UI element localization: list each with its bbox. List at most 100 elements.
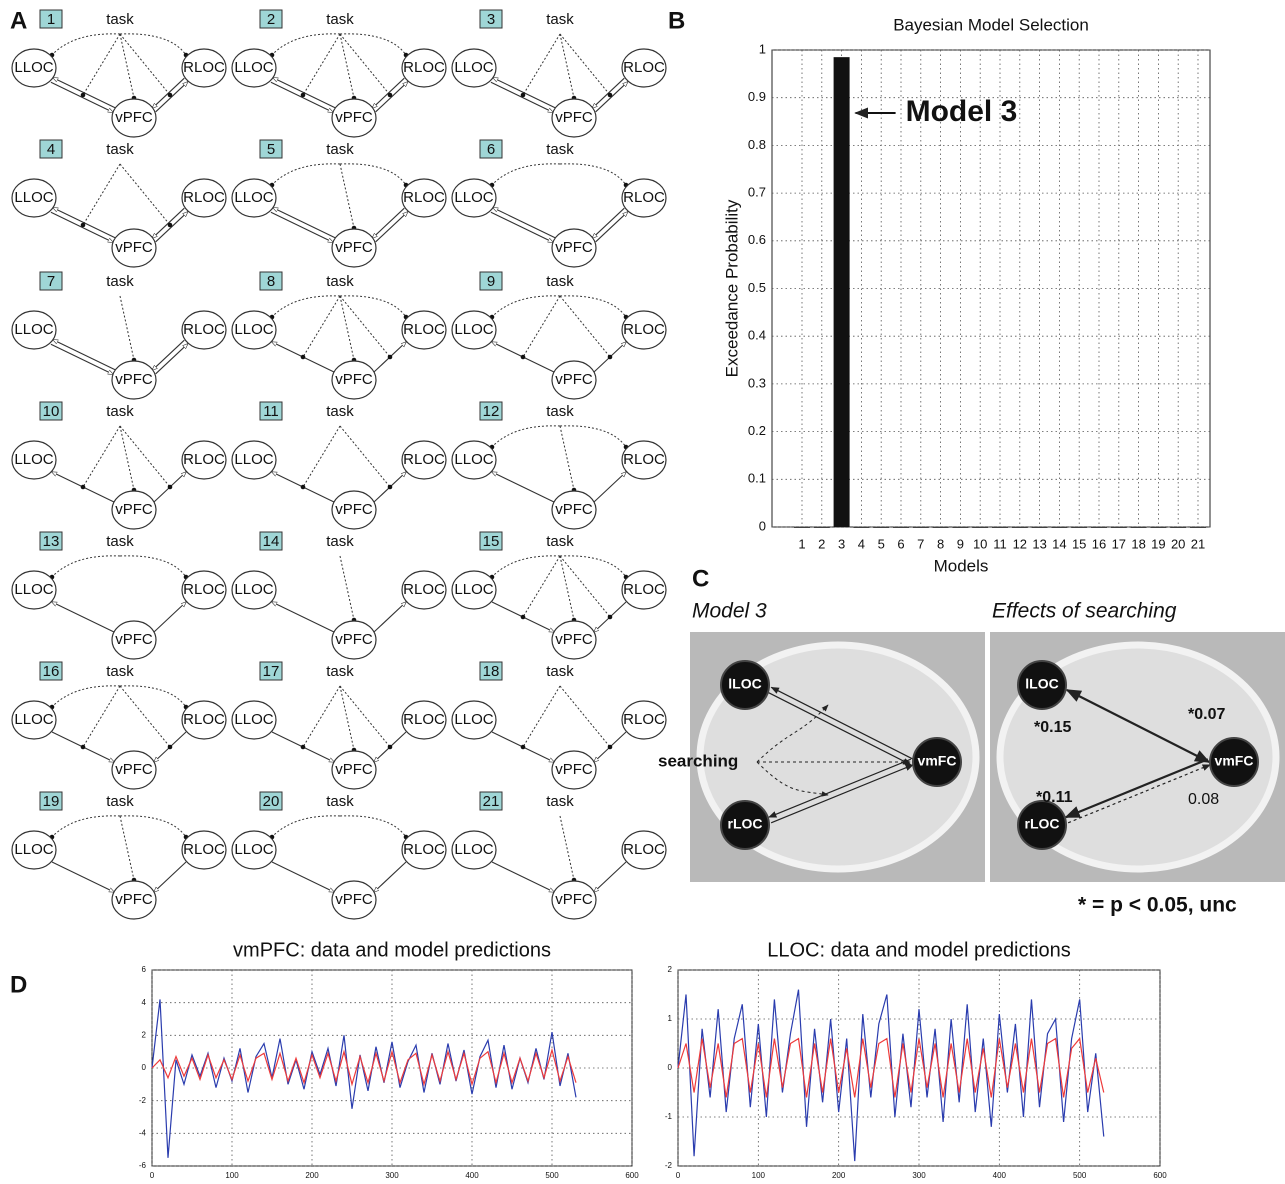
y-tick-label: 0 [668,1063,673,1072]
node-label: task [106,141,134,158]
x-tick-label: 300 [385,1171,399,1180]
modulation-point [168,485,173,490]
modulation-point [81,93,86,98]
node-label: RLOC [623,841,665,858]
node-label: LLOC [14,711,53,728]
node-label: task [326,273,354,290]
modulation-point [81,223,86,228]
x-tick-label: 16 [1092,536,1106,551]
modulation-point [301,745,306,750]
model-number: 19 [43,793,60,810]
connection [152,340,184,370]
modulation [83,164,120,225]
x-tick-label: 9 [957,536,964,551]
x-tick-label: 0 [676,1171,681,1180]
model-number: 6 [487,141,495,158]
chart-title: Bayesian Model Selection [893,15,1089,34]
modulation [340,34,390,95]
y-tick-label: 0.3 [748,375,766,390]
modulation [560,34,610,95]
modulation [560,686,610,747]
modulation [83,34,120,95]
node-label: RLOC [403,711,445,728]
y-tick-label: 4 [142,998,147,1007]
connection [52,602,114,632]
node-label: LLOC [234,711,273,728]
y-tick-label: -2 [665,1161,673,1170]
modulation [560,556,610,617]
node-label: vPFC [335,239,373,256]
modulation [120,34,134,98]
modulation [52,816,120,837]
modulation [120,816,134,880]
panel-label: C [692,565,709,592]
x-tick-label: 0 [150,1171,155,1180]
connection [156,82,188,112]
node-label: lLOC [1025,676,1058,692]
bar [1032,527,1048,528]
x-tick-label: 300 [912,1171,926,1180]
node-label: rLOC [728,816,763,832]
bar [893,527,909,528]
node-label: LLOC [14,451,53,468]
node-label: vPFC [115,109,153,126]
effect-label: *0.15 [1034,719,1071,736]
modulation [272,164,340,185]
connection [491,212,553,242]
model-number: 15 [483,533,500,550]
modulation [52,34,120,55]
modulation-point [521,615,526,620]
x-tick-label: 20 [1171,536,1185,551]
connection [156,344,188,374]
panel-label: B [668,7,685,34]
model-diagram: 2taskLLOCRLOCvPFC [232,10,446,137]
panel-title: Model 3 [692,600,767,623]
x-tick-label: 5 [878,536,885,551]
modulation [560,296,626,317]
model-diagram: 20taskLLOCRLOCvPFC [232,792,446,919]
node-label: task [106,273,134,290]
node-label: RLOC [623,59,665,76]
y-tick-label: -1 [665,1112,673,1121]
data-line [678,990,1104,1162]
connection [372,208,404,238]
bar [1131,527,1147,528]
model-number: 10 [43,403,60,420]
x-tick-label: 12 [1013,536,1027,551]
model-diagram: 12taskLLOCRLOCvPFC [452,402,666,529]
modulation [492,296,560,317]
connection [52,862,114,892]
x-tick-label: 400 [465,1171,479,1180]
node-label: RLOC [623,451,665,468]
bar [992,527,1008,528]
footnote: * = p < 0.05, unc [1078,894,1237,917]
connection [492,862,554,892]
input-label: searching [658,751,738,770]
model-number: 17 [263,663,280,680]
model-diagram: 21taskLLOCRLOCvPFC [452,792,666,919]
modulation [340,686,354,750]
node-label: task [326,141,354,158]
model-number: 9 [487,273,495,290]
node-label: RLOC [403,581,445,598]
node-label: LLOC [454,581,493,598]
y-tick-label: 0.7 [748,185,766,200]
connection [154,602,186,632]
modulation [340,426,390,487]
modulation [560,296,610,357]
node-label: RLOC [183,59,225,76]
modulation [272,34,340,55]
modulation [303,296,340,357]
node-label: RLOC [183,451,225,468]
node-label: task [326,403,354,420]
connection [272,602,334,632]
modulation-point [608,93,613,98]
x-tick-label: 200 [832,1171,846,1180]
effect-label: *0.11 [1036,789,1073,806]
x-tick-label: 21 [1191,536,1205,551]
node-label: vPFC [335,109,373,126]
y-tick-label: 0.2 [748,423,766,438]
model-diagram: 3taskLLOCRLOCvPFC [452,10,666,137]
